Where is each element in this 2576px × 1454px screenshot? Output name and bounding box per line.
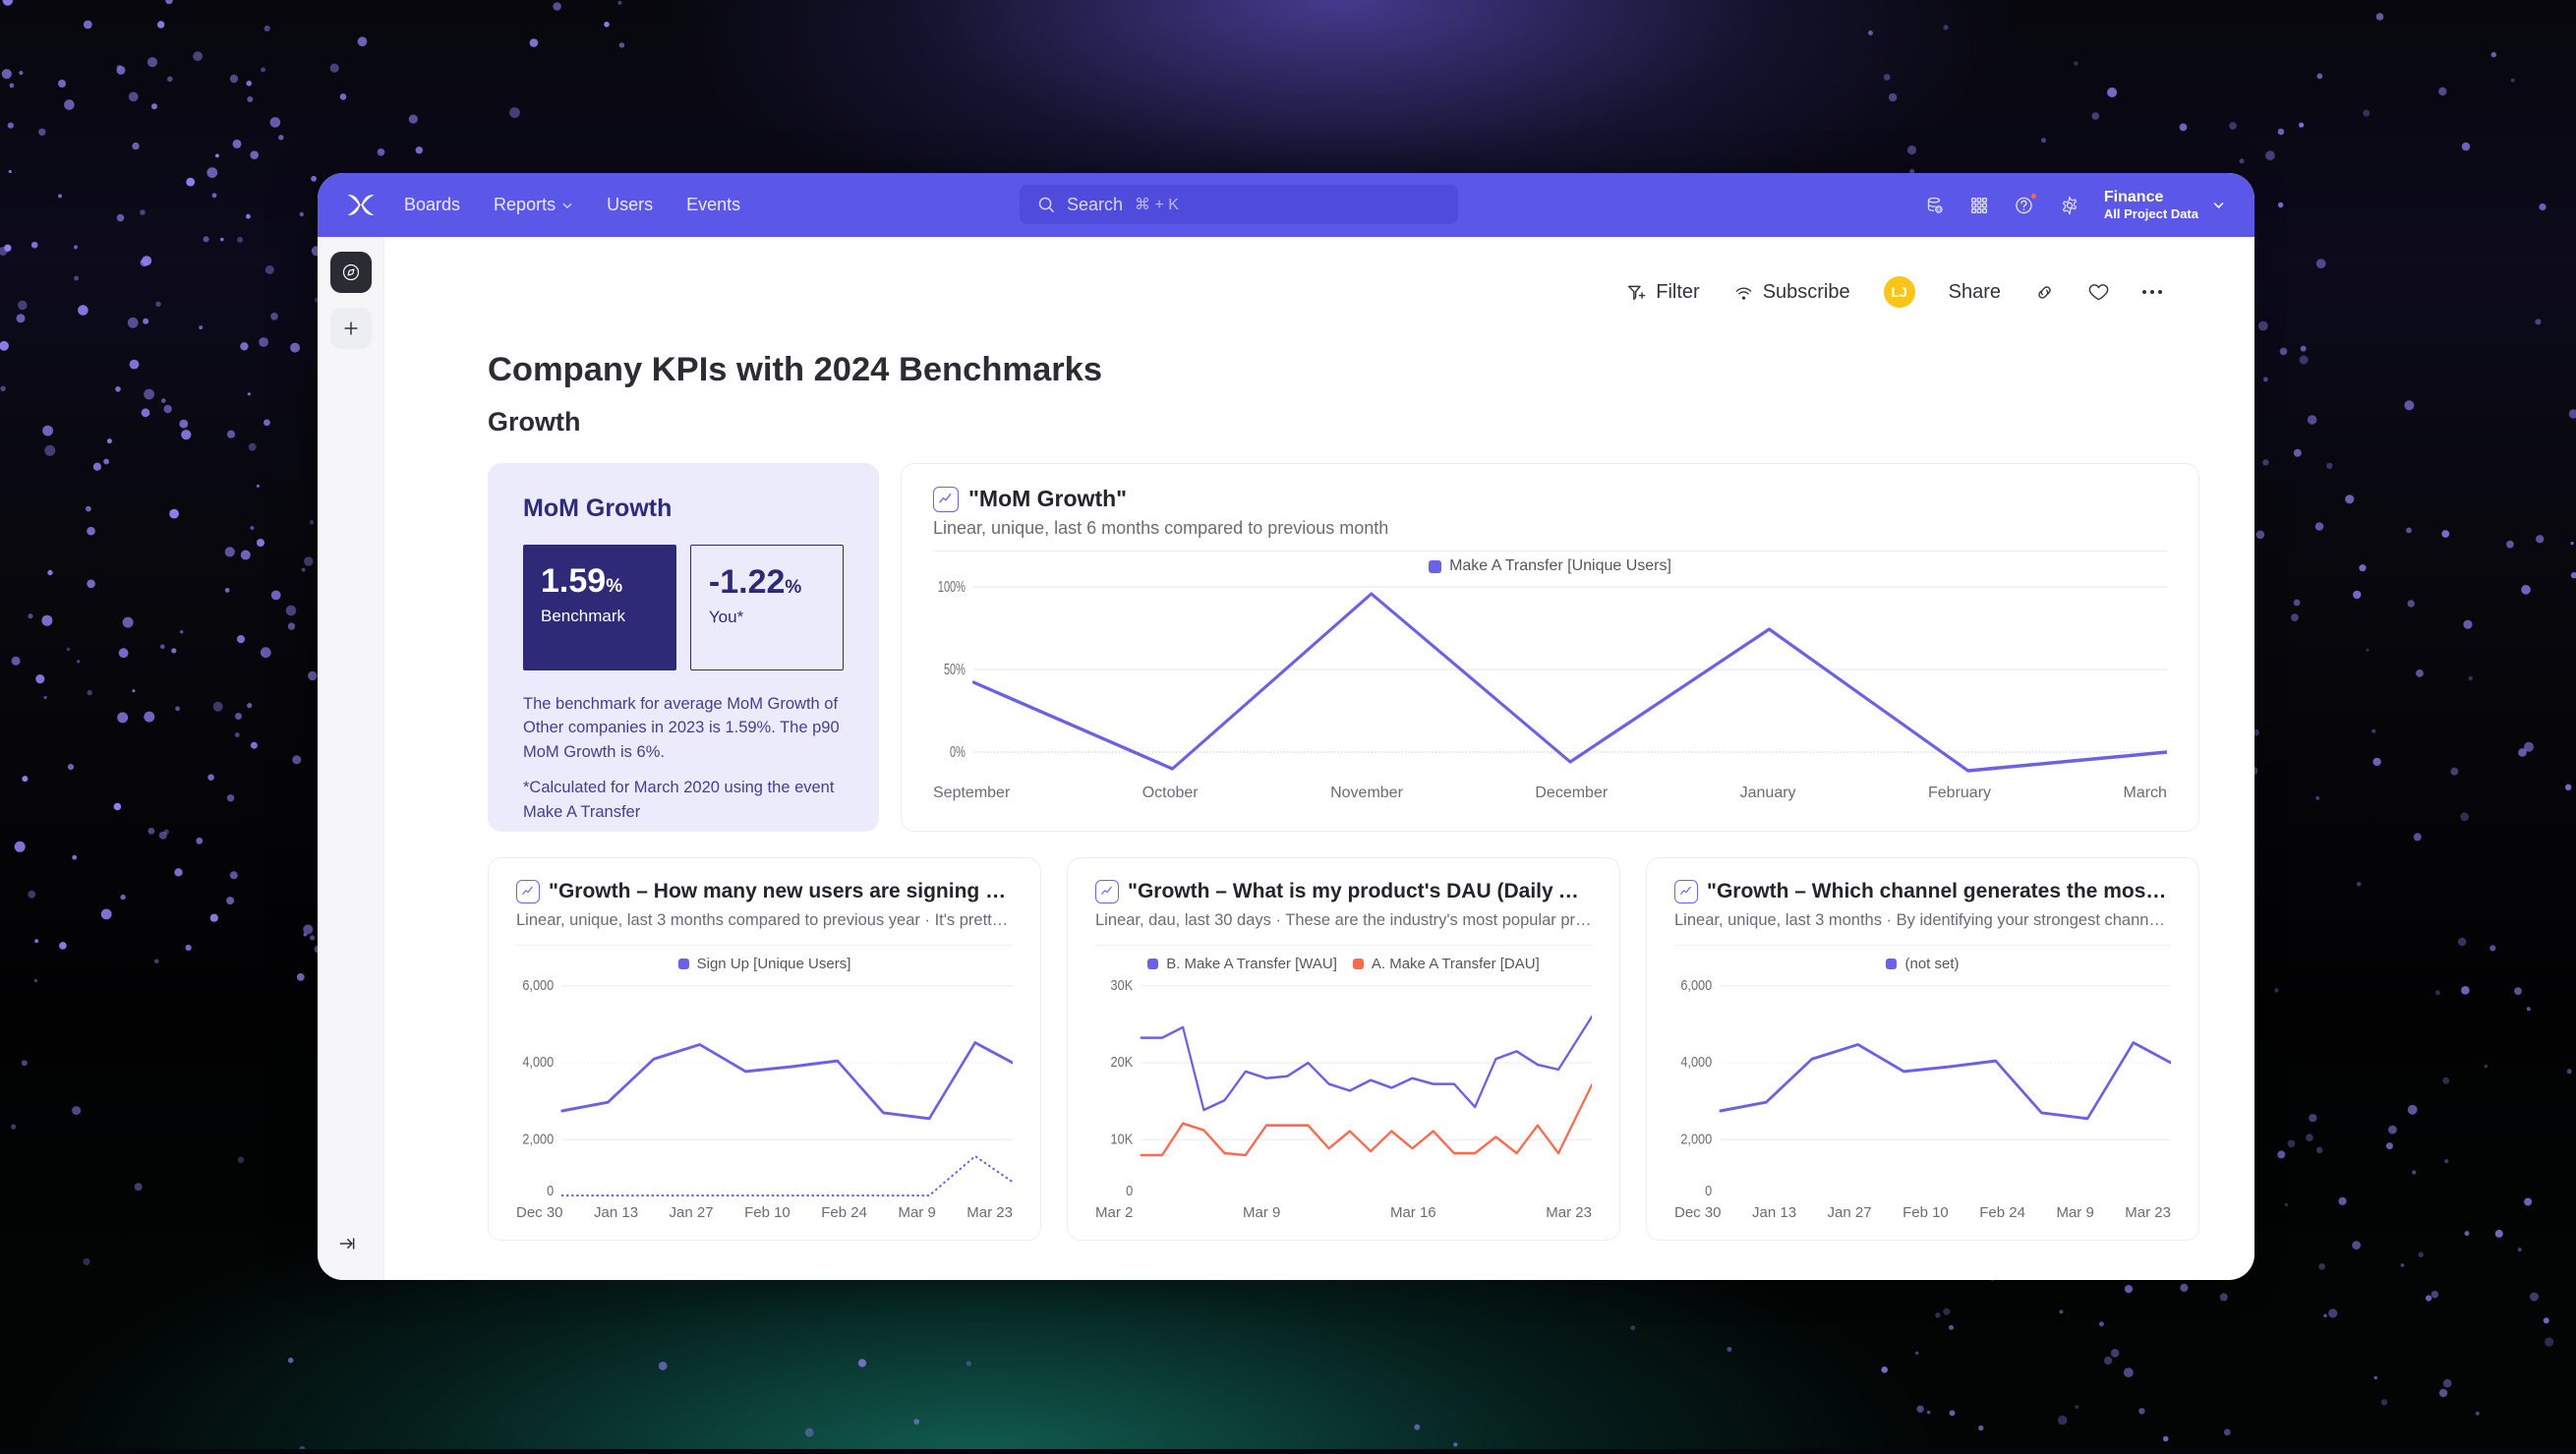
svg-text:10K: 10K [1111, 1131, 1134, 1146]
svg-text:0: 0 [1705, 1183, 1712, 1198]
svg-text:30K: 30K [1111, 978, 1134, 993]
svg-text:100%: 100% [938, 579, 966, 595]
svg-text:50%: 50% [944, 661, 966, 677]
svg-text:4,000: 4,000 [1680, 1054, 1712, 1070]
svg-text:20K: 20K [1111, 1054, 1134, 1070]
svg-text:0%: 0% [950, 743, 966, 760]
svg-text:0: 0 [1126, 1183, 1133, 1198]
svg-text:6,000: 6,000 [522, 978, 554, 993]
svg-text:2,000: 2,000 [1680, 1131, 1712, 1146]
svg-text:4,000: 4,000 [522, 1054, 554, 1070]
svg-text:6,000: 6,000 [1680, 978, 1712, 993]
svg-text:0: 0 [547, 1183, 554, 1198]
svg-text:2,000: 2,000 [522, 1131, 554, 1146]
